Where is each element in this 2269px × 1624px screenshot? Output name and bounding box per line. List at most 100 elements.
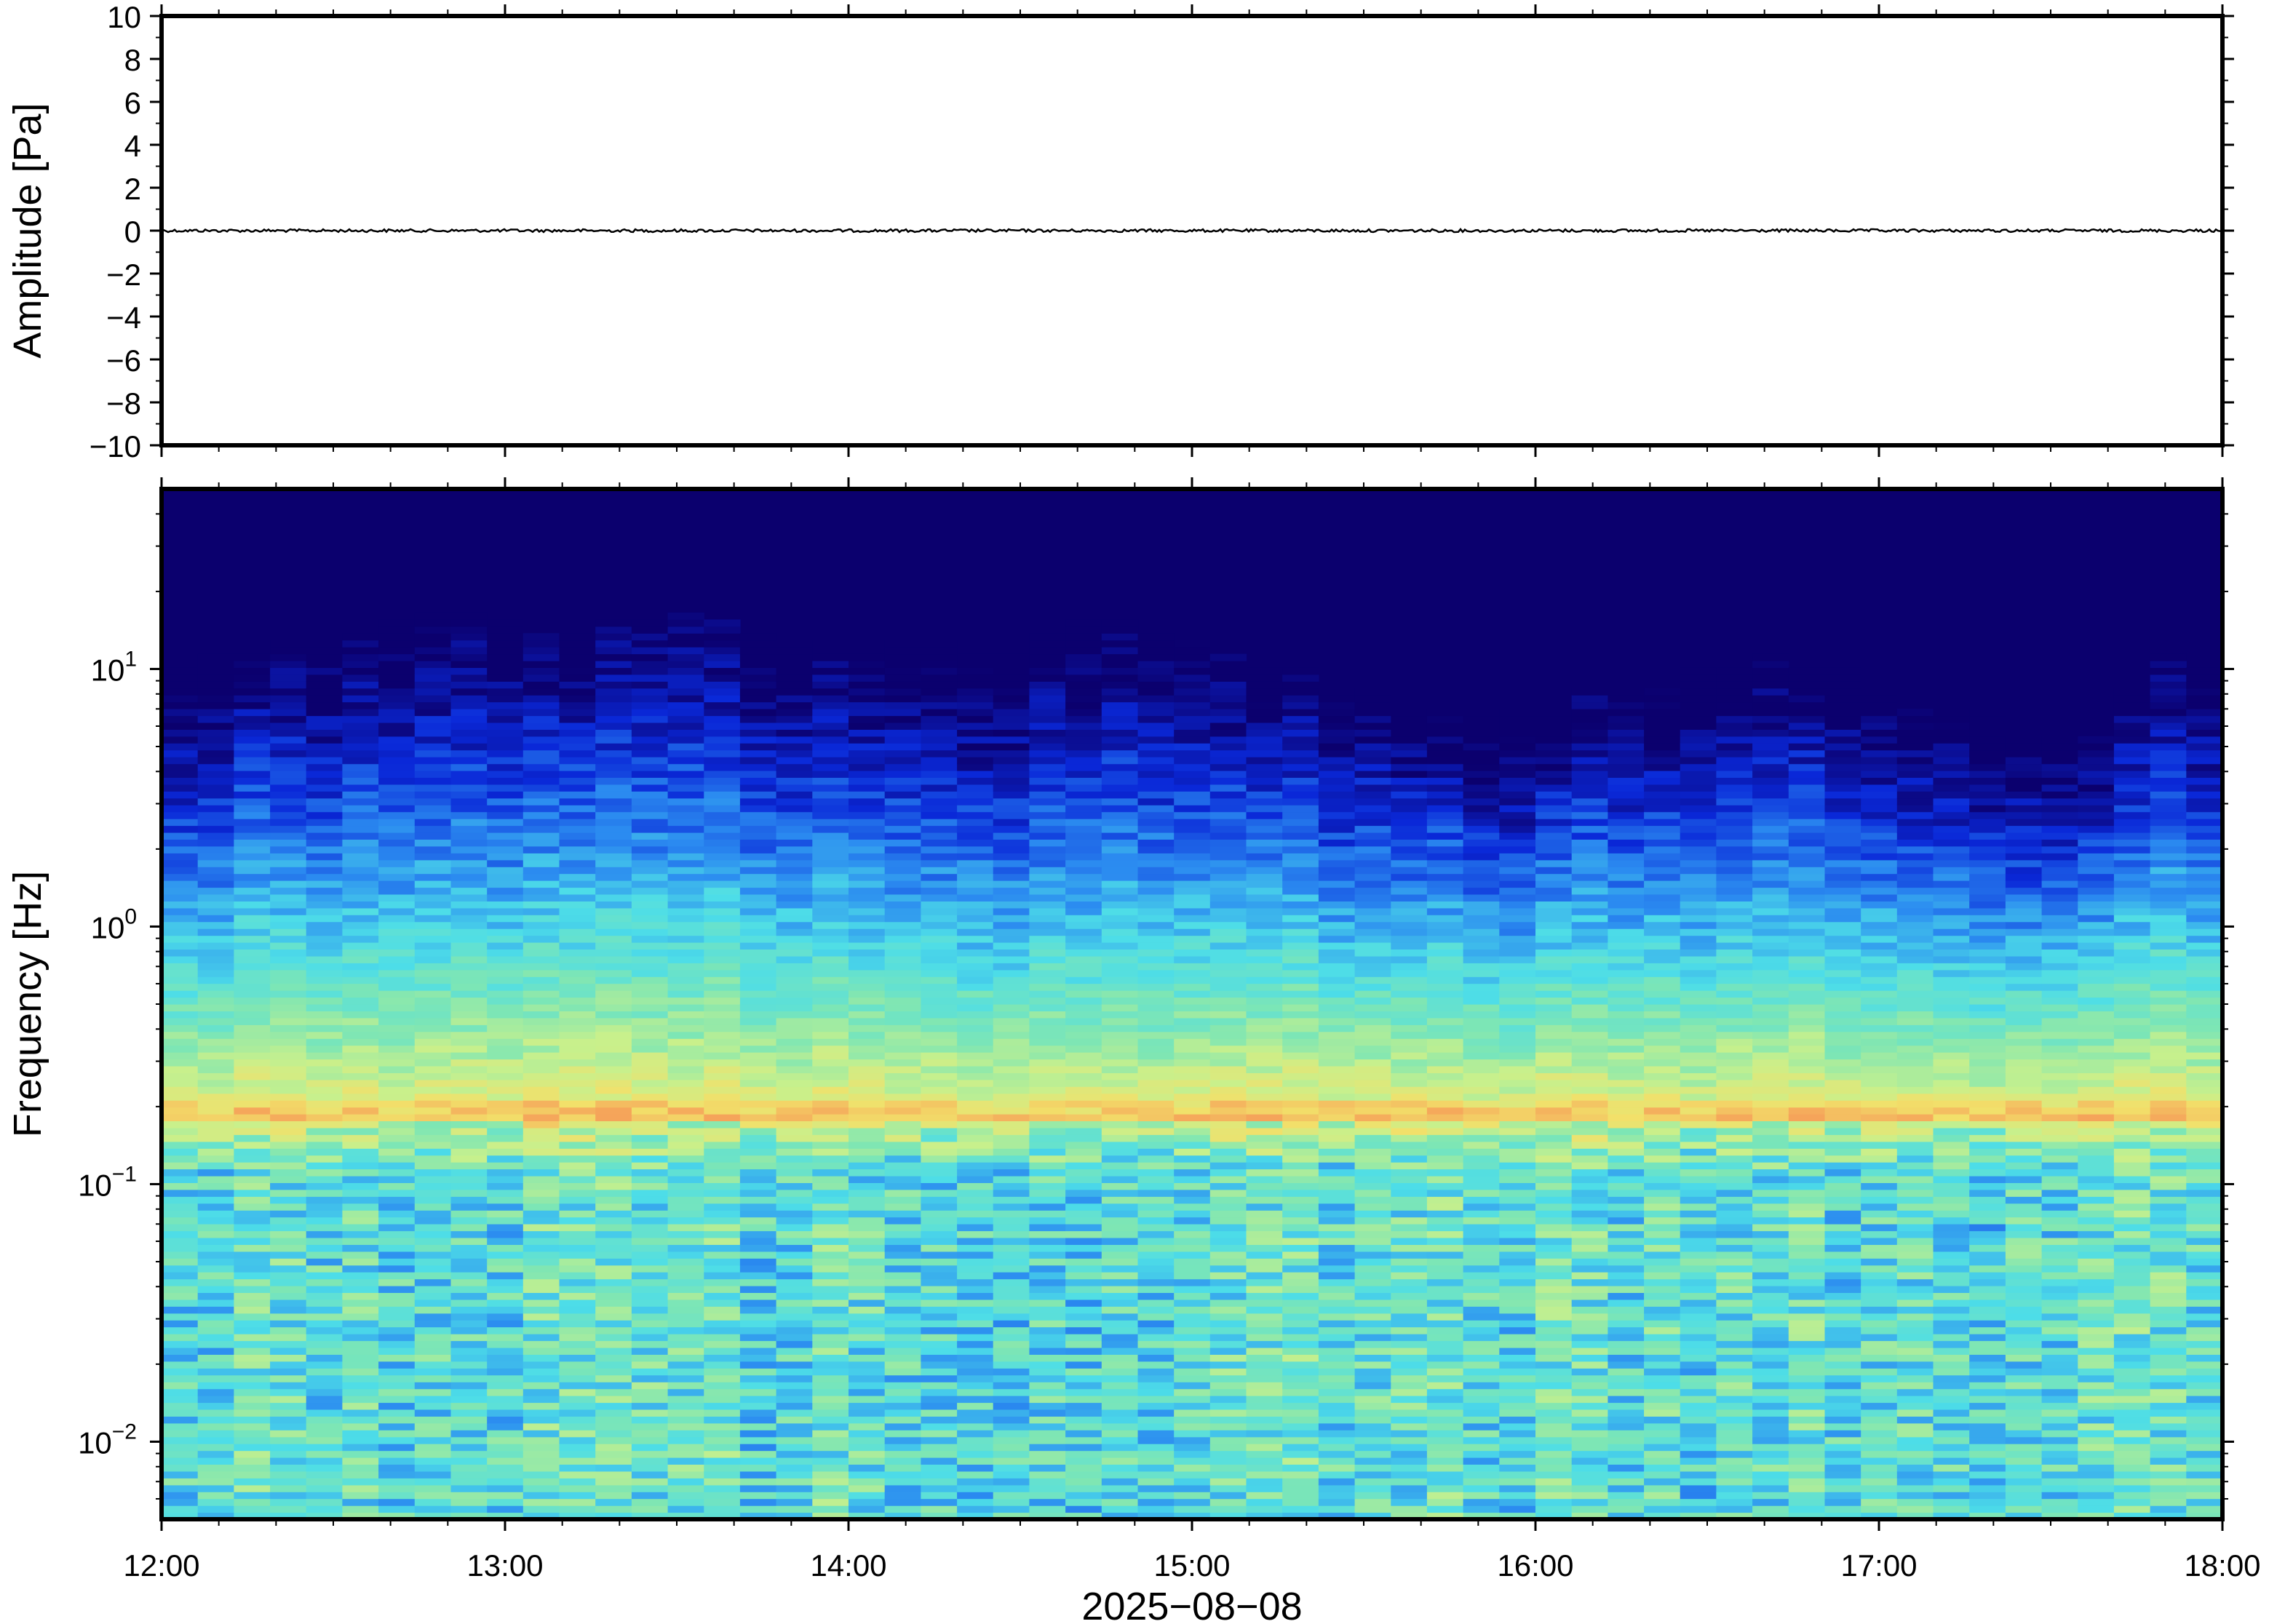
spectrogram-cell [921, 1354, 958, 1362]
spectrogram-cell [378, 1210, 416, 1218]
spectrogram-cell [1174, 990, 1211, 998]
spectrogram-cell [1463, 1299, 1500, 1307]
spectrogram-cell [414, 1238, 452, 1245]
spectrogram-cell [1391, 791, 1428, 799]
spectrogram-cell [1174, 1176, 1211, 1183]
spectrogram-cell [450, 942, 488, 950]
spectrogram-cell [1282, 1100, 1319, 1108]
spectrogram-cell [197, 845, 234, 853]
spectrogram-cell [1282, 1265, 1319, 1273]
spectrogram-cell [957, 969, 994, 977]
spectrogram-cell [559, 1436, 596, 1444]
spectrogram-cell [812, 935, 849, 943]
spectrogram-cell [414, 1512, 452, 1520]
spectrogram-cell [1426, 1210, 1464, 1218]
spectrogram-cell [704, 1093, 741, 1101]
spectrogram-cell [667, 723, 704, 730]
spectrogram-cell [559, 873, 596, 881]
spectrogram-cell [342, 1244, 379, 1252]
spectrogram-cell [414, 1031, 452, 1039]
spectrogram-cell [559, 1299, 596, 1307]
spectrogram-cell [1209, 983, 1247, 991]
spectrogram-cell [450, 1436, 488, 1444]
spectrogram-cell [414, 1052, 452, 1060]
spectrogram-cell [1174, 1396, 1211, 1404]
spectrogram-cell [993, 942, 1030, 950]
spectrogram-cell [704, 942, 741, 950]
spectrogram-cell [522, 1354, 560, 1362]
spectrogram-cell [270, 969, 307, 977]
spectrogram-cell [162, 1100, 199, 1108]
spectrogram-cell [487, 1238, 524, 1245]
spectrogram-cell [270, 832, 307, 840]
spectrogram-cell [450, 1100, 488, 1108]
spectrogram-cell [993, 1210, 1030, 1218]
spectrogram-cell [1318, 1093, 1356, 1101]
spectrogram-cell [595, 1031, 632, 1039]
spectrogram-cell [522, 1169, 560, 1177]
spectrogram-cell [667, 1484, 704, 1492]
spectrogram-cell [957, 1512, 994, 1520]
spectrogram-cell [234, 1148, 271, 1156]
spectrogram-cell [197, 1176, 234, 1183]
spectrogram-cell [1137, 674, 1175, 682]
spectrogram-cell [559, 1278, 596, 1286]
spectrogram-cell [957, 1238, 994, 1245]
spectrogram-cell [631, 894, 669, 901]
spectrogram-cell [993, 1196, 1030, 1204]
spectrogram-cell [667, 1470, 704, 1478]
spectrogram-cell [1354, 963, 1391, 971]
spectrogram-cell [884, 845, 921, 853]
spectrogram-cell [162, 1196, 199, 1204]
spectrogram-cell [1426, 853, 1464, 861]
spectrogram-cell [1499, 1155, 1536, 1163]
spectrogram-cell [1209, 1244, 1247, 1252]
spectrogram-cell [921, 921, 958, 929]
spectrogram-cell [667, 647, 704, 655]
spectrogram-cell [993, 894, 1030, 901]
spectrogram-cell [522, 1134, 560, 1142]
spectrogram-cell [1499, 1072, 1536, 1080]
spectrogram-cell [631, 990, 669, 998]
spectrogram-cell [1391, 763, 1428, 771]
spectrogram-cell [234, 963, 271, 971]
spectrogram-cell [1137, 942, 1175, 950]
spectrogram-cell [487, 1382, 524, 1390]
spectrogram-cell [1101, 1072, 1139, 1080]
spectrogram-cell [342, 1134, 379, 1142]
spectrogram-cell [1391, 729, 1428, 737]
spectrogram-cell [993, 811, 1030, 819]
spectrogram-cell [378, 1244, 416, 1252]
spectrogram-cell [1246, 1251, 1283, 1259]
spectrogram-cell [1209, 963, 1247, 971]
spectrogram-cell [1282, 1238, 1319, 1245]
spectrogram-cell [667, 1430, 704, 1438]
spectrogram-cell [1354, 1430, 1391, 1438]
spectrogram-cell [739, 942, 777, 950]
spectrogram-cell [450, 1258, 488, 1266]
spectrogram-cell [704, 1189, 741, 1197]
spectrogram-cell [884, 777, 921, 785]
spectrogram-cell [487, 736, 524, 744]
spectrogram-cell [1463, 1224, 1500, 1232]
spectrogram-cell [378, 1072, 416, 1080]
spectrogram-column [1029, 633, 1066, 1520]
spectrogram-cell [1174, 1265, 1211, 1273]
spectrogram-cell [1246, 1134, 1283, 1142]
spectrogram-cell [162, 688, 199, 696]
spectrogram-cell [270, 1272, 307, 1280]
spectrogram-cell [1318, 1031, 1356, 1039]
spectrogram-cell [993, 1299, 1030, 1307]
spectrogram-cell [667, 1334, 704, 1342]
spectrogram-cell [1065, 832, 1102, 840]
spectrogram-cell [595, 1374, 632, 1382]
spectrogram-cell [234, 1203, 271, 1211]
spectrogram-cell [704, 805, 741, 813]
spectrogram-cell [595, 1457, 632, 1465]
spectrogram-cell [595, 1498, 632, 1506]
spectrogram-cell [270, 894, 307, 901]
spectrogram-cell [1029, 749, 1066, 757]
spectrogram-cell [1029, 1505, 1066, 1513]
spectrogram-cell [1101, 1210, 1139, 1218]
spectrogram-cell [1101, 873, 1139, 881]
